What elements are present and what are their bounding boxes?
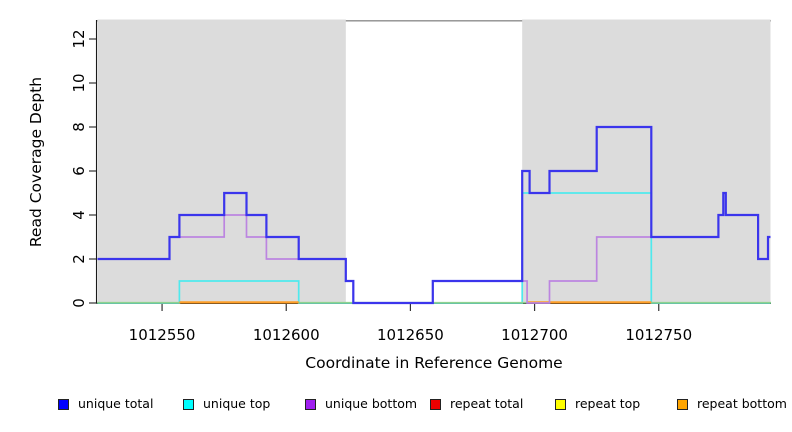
x-tick-label: 1012750 — [625, 326, 692, 344]
x-tick-label: 1012600 — [253, 326, 320, 344]
x-tick-label: 1012550 — [129, 326, 196, 344]
y-tick-label: 6 — [70, 166, 88, 176]
x-tick-label: 1012650 — [377, 326, 444, 344]
x-axis-title: Coordinate in Reference Genome — [305, 354, 563, 372]
y-tick-label: 12 — [70, 29, 88, 48]
y-tick-label: 4 — [70, 210, 88, 220]
y-tick-label: 8 — [70, 122, 88, 132]
shaded-region-0 — [97, 19, 346, 303]
y-tick-label: 2 — [70, 254, 88, 264]
series-line-unique-total — [97, 125, 771, 305]
y-axis-title: Read Coverage Depth — [27, 76, 45, 248]
y-tick-label: 10 — [70, 73, 88, 92]
shaded-region-1 — [522, 19, 771, 303]
y-tick-label: 0 — [70, 298, 88, 308]
x-tick-label: 1012700 — [501, 326, 568, 344]
